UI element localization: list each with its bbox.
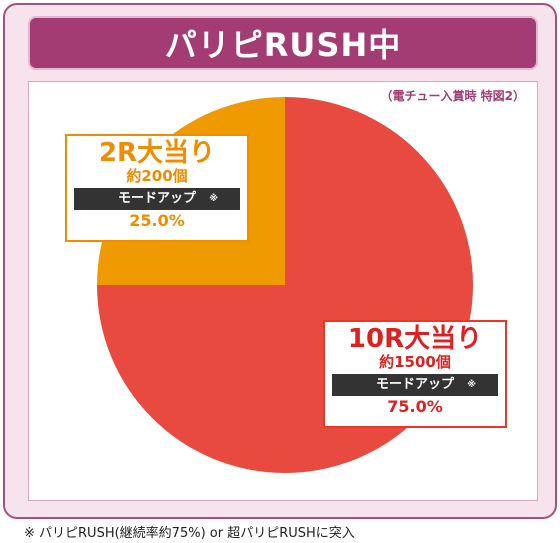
- label-box-2r: 2R大当り 約200個 モードアップ ※ 25.0%: [65, 134, 249, 242]
- slice-count-2r: 約200個: [126, 167, 188, 185]
- note-mark-2r: ※: [209, 194, 218, 204]
- mode-up-badge-2r: モードアップ ※: [74, 188, 240, 210]
- chart-frame: パリピRUSH中 （電チュー入賞時 特図2） 2R大当り 約200個 モードアッ…: [3, 3, 557, 519]
- chart-panel: （電チュー入賞時 特図2） 2R大当り 約200個 モードアップ ※ 25.0%…: [28, 81, 538, 501]
- label-box-10r: 10R大当り 約1500個 モードアップ ※ 75.0%: [323, 320, 507, 428]
- note-mark-10r: ※: [467, 380, 476, 390]
- slice-percent-2r: 25.0%: [129, 211, 185, 230]
- page-title: パリピRUSH中: [28, 16, 538, 70]
- slice-count-10r: 約1500個: [379, 353, 451, 371]
- slice-label-10r: 10R大当り: [347, 324, 483, 354]
- slice-label-2r: 2R大当り: [98, 138, 216, 168]
- mode-up-label-2r: モードアップ: [117, 191, 196, 206]
- mode-up-badge-10r: モードアップ ※: [332, 374, 498, 396]
- footnote: ※ パリピRUSH(継続率約75%) or 超パリピRUSHに突入: [24, 526, 355, 541]
- mode-up-label-10r: モードアップ: [375, 377, 454, 392]
- slice-percent-10r: 75.0%: [387, 397, 443, 416]
- chart-caption: （電チュー入賞時 特図2）: [380, 89, 525, 103]
